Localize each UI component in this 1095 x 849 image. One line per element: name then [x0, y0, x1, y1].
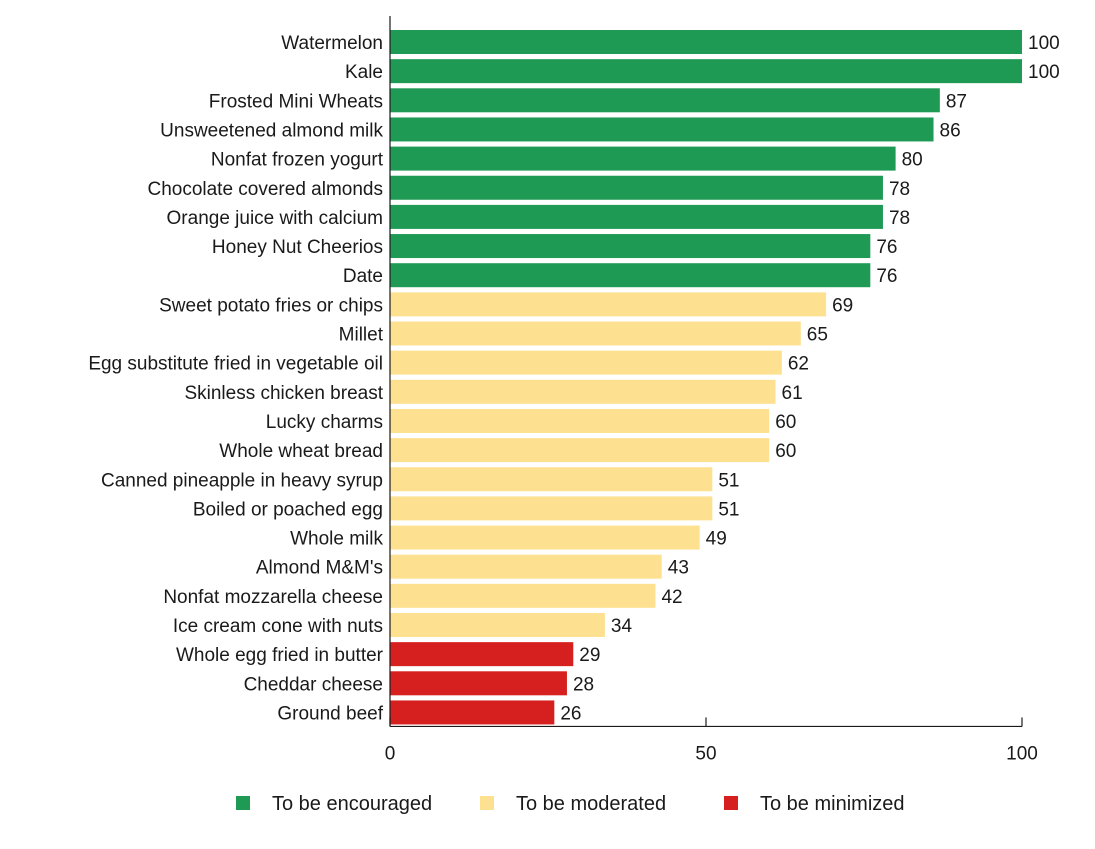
value-label: 80 [902, 150, 923, 171]
value-label: 76 [876, 237, 897, 258]
category-label: Skinless chicken breast [184, 383, 383, 404]
category-label: Honey Nut Cheerios [212, 237, 383, 258]
bar [390, 525, 700, 550]
bar [390, 496, 713, 521]
category-label: Whole milk [290, 529, 383, 550]
bar [390, 292, 827, 317]
bar [390, 671, 567, 696]
bar [390, 583, 656, 608]
bar [390, 146, 896, 171]
bar [390, 30, 1022, 54]
value-label: 51 [718, 499, 739, 520]
x-tick-label: 50 [695, 743, 716, 764]
category-label: Nonfat mozzarella cheese [163, 587, 383, 608]
category-label: Chocolate covered almonds [147, 179, 383, 200]
value-label: 76 [876, 266, 897, 287]
category-label: Ground beef [277, 703, 383, 724]
bar [390, 234, 871, 259]
bar [390, 59, 1022, 84]
x-tick-label: 0 [385, 743, 396, 764]
bar [390, 379, 776, 404]
category-label: Frosted Mini Wheats [209, 91, 383, 112]
category-label: Whole wheat bread [219, 441, 383, 462]
legend-label-encouraged: To be encouraged [272, 793, 432, 815]
category-label: Watermelon [281, 33, 383, 54]
bars-group [390, 30, 1022, 725]
value-label: 42 [661, 587, 682, 608]
legend: To be encouraged To be moderated To be min… [236, 793, 905, 815]
category-label: Almond M&M's [256, 558, 383, 579]
value-label: 65 [807, 325, 828, 346]
value-label: 34 [611, 616, 633, 637]
x-tick-label: 100 [1006, 743, 1038, 764]
category-label: Lucky charms [266, 412, 383, 433]
bar [390, 175, 883, 200]
category-label: Nonfat frozen yogurt [211, 150, 384, 171]
value-label: 43 [668, 558, 689, 579]
value-label: 86 [940, 120, 961, 141]
value-label: 60 [775, 441, 796, 462]
value-label: 100 [1028, 33, 1060, 54]
legend-swatch-encouraged [236, 796, 250, 810]
value-label: 87 [946, 91, 967, 112]
bar [390, 204, 883, 229]
category-label: Egg substitute fried in vegetable oil [88, 354, 383, 375]
bar [390, 700, 555, 725]
category-label: Millet [339, 325, 384, 346]
legend-label-moderated: To be moderated [516, 793, 666, 815]
bar [390, 408, 770, 433]
value-label: 28 [573, 674, 594, 695]
value-label: 49 [706, 529, 727, 550]
bar [390, 467, 713, 492]
category-label: Whole egg fried in butter [176, 645, 384, 666]
category-label: Ice cream cone with nuts [173, 616, 383, 637]
category-label: Date [343, 266, 383, 287]
value-label: 60 [775, 412, 796, 433]
value-label: 51 [718, 470, 739, 491]
bar [390, 350, 782, 375]
bar [390, 613, 605, 637]
bar [390, 117, 934, 142]
value-label: 78 [889, 179, 910, 200]
value-label: 69 [832, 295, 853, 316]
category-label: Sweet potato fries or chips [159, 295, 383, 316]
bar [390, 554, 662, 579]
bar [390, 88, 940, 113]
axes-group: 0 50 100 [385, 16, 1038, 764]
value-label: 100 [1028, 62, 1060, 83]
bar [390, 642, 574, 667]
bar [390, 321, 801, 346]
category-label: Orange juice with calcium [167, 208, 383, 229]
bar [390, 438, 770, 463]
category-label: Kale [345, 62, 383, 83]
value-label: 78 [889, 208, 910, 229]
legend-swatch-moderated [480, 796, 494, 810]
category-labels-group: Watermelon Kale Frosted Mini Wheats Unsweet… [88, 33, 383, 724]
category-label: Canned pineapple in heavy syrup [101, 470, 383, 491]
value-label: 61 [782, 383, 803, 404]
bar [390, 263, 871, 288]
legend-swatch-minimized [724, 796, 738, 810]
value-label: 29 [579, 645, 600, 666]
category-label: Unsweetened almond milk [160, 120, 383, 141]
category-label: Boiled or poached egg [193, 499, 383, 520]
value-label: 26 [560, 703, 581, 724]
value-label: 62 [788, 354, 809, 375]
legend-label-minimized: To be minimized [760, 793, 905, 815]
category-label: Cheddar cheese [244, 674, 383, 695]
